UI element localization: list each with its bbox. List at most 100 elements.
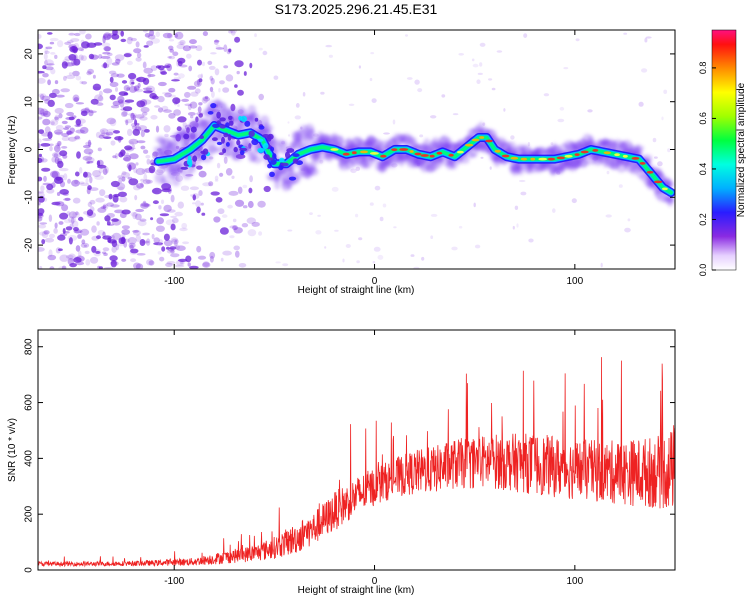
snr-x-ticks: -100 0 100 [164, 330, 584, 587]
noise-blob [100, 42, 111, 47]
noise-blob [144, 33, 151, 38]
ridge-halo [172, 175, 181, 187]
noise-blob [421, 256, 425, 261]
noise-blob [38, 43, 43, 50]
noise-blob [111, 240, 118, 248]
noise-blob [247, 200, 254, 209]
noise-blob [210, 52, 217, 55]
ridge-hotspot [631, 157, 640, 160]
noise-blob [59, 233, 68, 237]
noise-blob [167, 56, 172, 59]
noise-blob [127, 36, 134, 41]
ridge-blob [292, 158, 298, 164]
noise-blob [62, 228, 66, 234]
noise-blob [369, 202, 374, 206]
noise-blob [161, 246, 166, 252]
noise-blob [179, 39, 186, 46]
noise-blob [214, 179, 219, 182]
ridge-blob [219, 124, 227, 129]
noise-blob [54, 114, 60, 122]
noise-blob [652, 137, 657, 143]
noise-blob [173, 109, 182, 116]
noise-blob [91, 245, 97, 253]
noise-blob [155, 31, 161, 38]
ridge-blob [233, 146, 238, 153]
noise-blob [392, 119, 396, 125]
spectrogram-ylabel: Frequency (Hz) [7, 116, 18, 185]
noise-blob [479, 62, 483, 67]
y-tick-label: 600 [24, 394, 35, 411]
noise-blob [136, 100, 146, 108]
noise-blob [370, 52, 375, 55]
noise-blob [234, 84, 238, 88]
noise-blob [106, 202, 114, 207]
noise-blob [100, 206, 106, 209]
ridge-halo [232, 154, 243, 162]
noise-blob [69, 263, 77, 268]
noise-blob [110, 105, 120, 109]
noise-blob [47, 99, 55, 107]
noise-blob [64, 219, 72, 224]
noise-blob [209, 86, 214, 92]
ridge-halo [181, 169, 193, 180]
noise-blob [76, 118, 86, 124]
noise-blob [61, 146, 68, 149]
noise-blob [170, 215, 178, 218]
noise-blob [114, 153, 119, 160]
ridge-hotspot [436, 151, 443, 155]
noise-blob [49, 143, 54, 147]
noise-blob [133, 167, 138, 174]
noise-blob [155, 125, 160, 133]
noise-blob [39, 222, 48, 225]
noise-blob [88, 152, 92, 156]
noise-blob [414, 79, 420, 85]
noise-blob [198, 102, 203, 106]
noise-blob [75, 75, 82, 81]
noise-blob [488, 78, 493, 81]
noise-blob [50, 121, 55, 126]
noise-blob [227, 204, 233, 209]
noise-blob [510, 135, 515, 140]
noise-blob [114, 209, 124, 214]
noise-blob [374, 185, 381, 191]
noise-blob [220, 257, 224, 262]
noise-blob [68, 216, 76, 224]
noise-blob [49, 119, 59, 126]
noise-blob [153, 242, 164, 246]
noise-blob [174, 31, 184, 40]
noise-blob [331, 186, 339, 192]
noise-blob [169, 246, 177, 250]
noise-blob [135, 77, 142, 82]
noise-blob [110, 73, 120, 78]
noise-blob [186, 53, 192, 59]
noise-blob [231, 175, 235, 179]
noise-blob [441, 94, 446, 98]
noise-blob [52, 88, 60, 95]
ridge-blob [225, 122, 230, 128]
noise-blob [171, 217, 179, 224]
noise-blob [181, 222, 188, 229]
noise-blob [136, 183, 145, 189]
spectrogram-x-ticks: -100 0 100 [164, 30, 584, 287]
noise-blob [54, 54, 58, 60]
noise-blob [606, 170, 610, 175]
noise-blob [68, 116, 75, 121]
noise-blob [249, 175, 254, 183]
y-tick-label: -20 [24, 237, 35, 252]
noise-blob [189, 101, 198, 109]
noise-blob [130, 248, 139, 254]
noise-blob [193, 80, 202, 87]
noise-blob [130, 211, 138, 217]
ridge-blob [192, 155, 198, 162]
noise-blob [202, 61, 205, 67]
noise-blob [110, 204, 120, 208]
noise-blob [113, 130, 120, 134]
noise-blob [106, 57, 113, 66]
noise-blob [47, 32, 53, 35]
noise-blob [89, 199, 96, 205]
noise-blob [141, 111, 148, 116]
noise-blob [111, 62, 120, 66]
noise-blob [67, 178, 71, 184]
noise-blob [47, 254, 57, 261]
